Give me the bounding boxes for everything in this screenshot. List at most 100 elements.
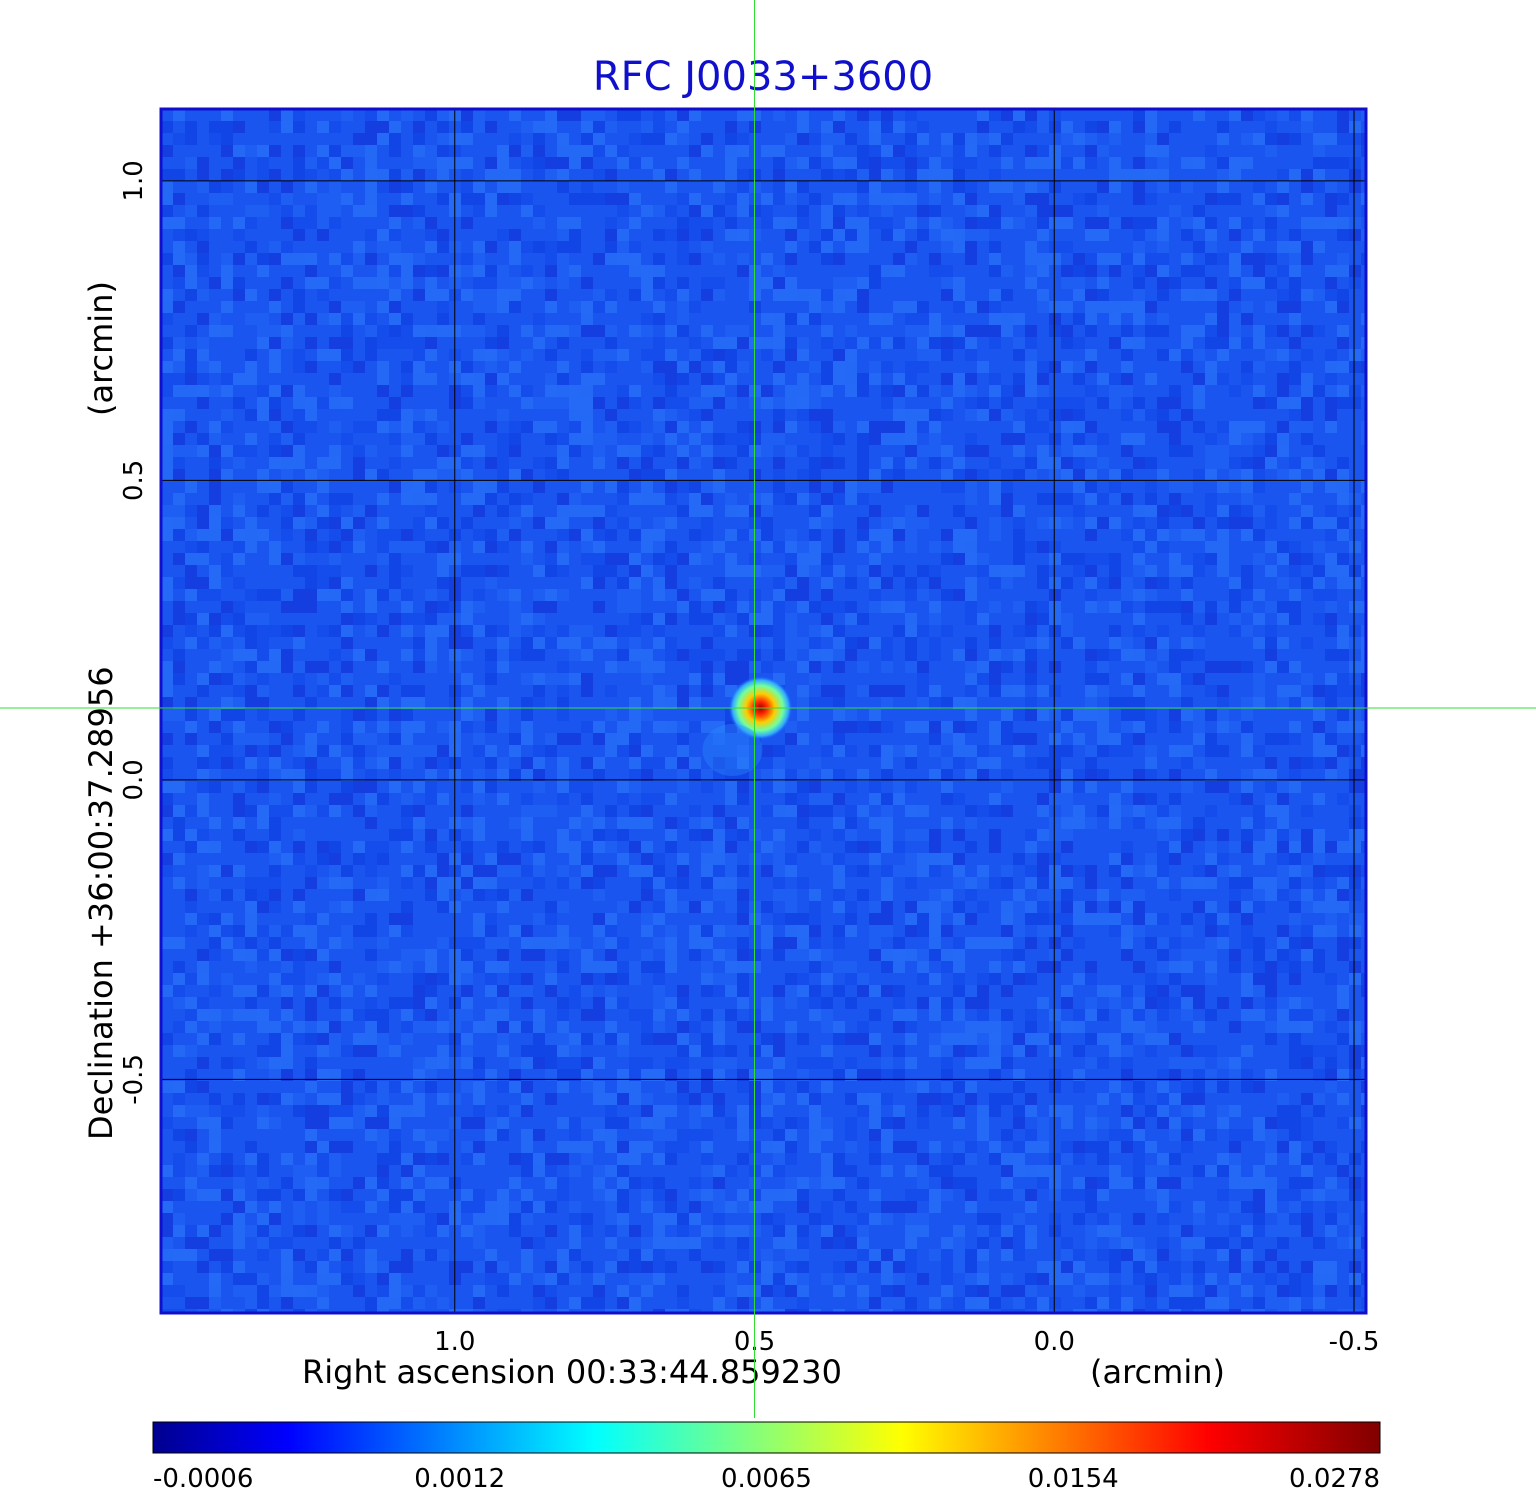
noise-pixel	[1169, 553, 1181, 565]
noise-pixel	[725, 229, 737, 241]
noise-pixel	[233, 1033, 245, 1045]
noise-pixel	[965, 1057, 977, 1069]
noise-pixel	[821, 1009, 833, 1021]
noise-pixel	[1265, 781, 1277, 793]
noise-pixel	[797, 541, 809, 553]
noise-pixel	[737, 613, 749, 625]
noise-pixel	[461, 1081, 473, 1093]
noise-pixel	[701, 673, 713, 685]
noise-pixel	[1313, 289, 1325, 301]
noise-pixel	[473, 865, 485, 877]
noise-pixel	[593, 325, 605, 337]
noise-pixel	[1049, 793, 1061, 805]
noise-pixel	[1001, 937, 1013, 949]
noise-pixel	[1145, 601, 1157, 613]
noise-pixel	[1193, 385, 1205, 397]
noise-pixel	[953, 997, 965, 1009]
noise-pixel	[809, 541, 821, 553]
noise-pixel	[257, 877, 269, 889]
noise-pixel	[869, 901, 881, 913]
noise-pixel	[665, 169, 677, 181]
noise-pixel	[629, 445, 641, 457]
noise-pixel	[197, 913, 209, 925]
noise-pixel	[1205, 337, 1217, 349]
noise-pixel	[461, 157, 473, 169]
noise-pixel	[269, 289, 281, 301]
noise-pixel	[929, 421, 941, 433]
noise-pixel	[689, 553, 701, 565]
noise-pixel	[1265, 325, 1277, 337]
noise-pixel	[1229, 793, 1241, 805]
noise-pixel	[845, 193, 857, 205]
noise-pixel	[809, 529, 821, 541]
noise-pixel	[917, 421, 929, 433]
noise-pixel	[857, 385, 869, 397]
noise-pixel	[1037, 829, 1049, 841]
noise-pixel	[485, 169, 497, 181]
noise-pixel	[737, 661, 749, 673]
noise-pixel	[1037, 889, 1049, 901]
noise-pixel	[1025, 265, 1037, 277]
noise-pixel	[1337, 745, 1349, 757]
noise-pixel	[905, 925, 917, 937]
noise-pixel	[161, 829, 173, 841]
noise-pixel	[665, 349, 677, 361]
noise-pixel	[1253, 529, 1265, 541]
noise-pixel	[533, 169, 545, 181]
noise-pixel	[245, 529, 257, 541]
noise-pixel	[1193, 1057, 1205, 1069]
noise-pixel	[533, 769, 545, 781]
noise-pixel	[569, 1069, 581, 1081]
noise-pixel	[1109, 1045, 1121, 1057]
noise-pixel	[689, 433, 701, 445]
noise-pixel	[857, 229, 869, 241]
noise-pixel	[413, 1105, 425, 1117]
noise-pixel	[833, 481, 845, 493]
noise-pixel	[209, 133, 221, 145]
noise-pixel	[305, 265, 317, 277]
noise-pixel	[257, 589, 269, 601]
noise-pixel	[1289, 493, 1301, 505]
noise-pixel	[713, 469, 725, 481]
noise-pixel	[509, 601, 521, 613]
noise-pixel	[989, 841, 1001, 853]
noise-pixel	[185, 625, 197, 637]
noise-pixel	[641, 1069, 653, 1081]
noise-pixel	[317, 469, 329, 481]
noise-pixel	[1121, 601, 1133, 613]
noise-pixel	[1013, 901, 1025, 913]
noise-pixel	[1157, 805, 1169, 817]
noise-pixel	[665, 901, 677, 913]
noise-pixel	[773, 745, 785, 757]
noise-pixel	[1241, 997, 1253, 1009]
noise-pixel	[209, 745, 221, 757]
noise-pixel	[1025, 205, 1037, 217]
noise-pixel	[545, 457, 557, 469]
noise-pixel	[221, 109, 233, 121]
noise-pixel	[665, 877, 677, 889]
noise-pixel	[1253, 253, 1265, 265]
noise-pixel	[857, 217, 869, 229]
noise-pixel	[785, 1153, 797, 1165]
noise-pixel	[209, 517, 221, 529]
noise-pixel	[377, 109, 389, 121]
noise-pixel	[617, 1033, 629, 1045]
noise-pixel	[1277, 829, 1289, 841]
noise-pixel	[1289, 937, 1301, 949]
noise-pixel	[293, 661, 305, 673]
noise-pixel	[485, 961, 497, 973]
noise-pixel	[1109, 985, 1121, 997]
noise-pixel	[557, 529, 569, 541]
noise-pixel	[1049, 589, 1061, 601]
noise-pixel	[425, 745, 437, 757]
noise-pixel	[497, 469, 509, 481]
noise-pixel	[1169, 1069, 1181, 1081]
noise-pixel	[917, 673, 929, 685]
noise-pixel	[1133, 529, 1145, 541]
noise-pixel	[1301, 637, 1313, 649]
noise-pixel	[977, 1057, 989, 1069]
noise-pixel	[1097, 685, 1109, 697]
noise-pixel	[293, 421, 305, 433]
noise-pixel	[269, 1117, 281, 1129]
noise-pixel	[1301, 937, 1313, 949]
